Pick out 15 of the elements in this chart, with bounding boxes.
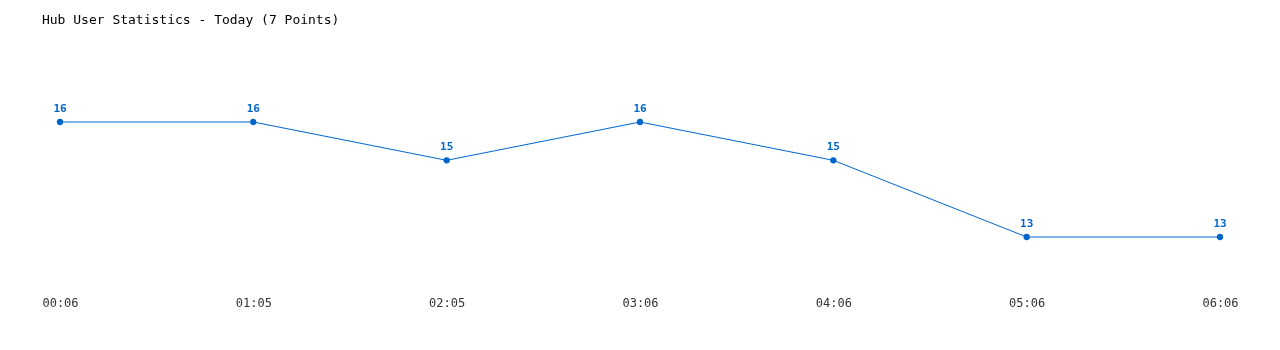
x-tick-label: 01:05 — [235, 295, 272, 310]
data-label: 15 — [440, 140, 454, 154]
x-tick-label: 00:06 — [42, 295, 79, 310]
data-label: 15 — [826, 140, 840, 154]
data-label: 13 — [1213, 217, 1227, 230]
data-label: 16 — [53, 102, 67, 115]
data-label: 16 — [633, 102, 647, 115]
x-tick-label: 05:06 — [1009, 295, 1046, 310]
data-label: 13 — [1020, 217, 1034, 230]
data-label: 16 — [246, 102, 261, 115]
x-tick-label: 06:06 — [1202, 295, 1239, 310]
chart-title: Hub User Statistics - Today (7 Points) — [41, 12, 340, 27]
x-tick-label: 02:05 — [429, 295, 466, 310]
x-tick-label: 04:06 — [815, 295, 852, 310]
x-tick-label: 03:06 — [622, 295, 659, 310]
